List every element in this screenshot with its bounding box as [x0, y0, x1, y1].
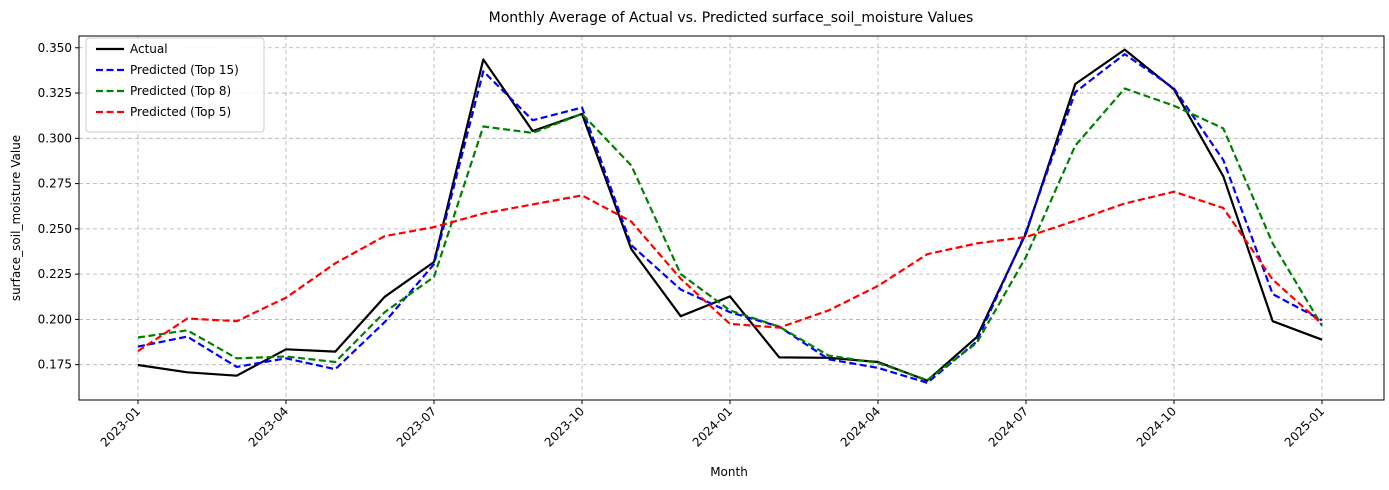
x-tick-label: 2024-01	[690, 404, 735, 449]
x-tick-label: 2024-10	[1134, 404, 1179, 449]
series-line-2	[137, 87, 1323, 382]
y-tick-label: 0.225	[38, 267, 72, 281]
x-tick-label: 2024-04	[838, 404, 883, 449]
y-tick-label: 0.275	[38, 177, 72, 191]
y-tick-label: 0.200	[38, 312, 72, 326]
legend-label: Predicted (Top 8)	[130, 84, 231, 98]
x-axis-label: Month	[710, 465, 748, 479]
x-tick-label: 2023-01	[98, 404, 143, 449]
x-axis: 2023-01 2023-04 2023-07 2023-10 2024-01 2024-…	[98, 400, 1327, 450]
y-tick-label: 0.325	[38, 86, 72, 100]
y-axis: 0.175 0.200 0.225 0.250 0.275 0.300 0.325 0.350	[38, 41, 79, 372]
series-line-0	[137, 48, 1323, 382]
chart-title: Monthly Average of Actual vs. Predicted …	[489, 10, 974, 26]
grid	[79, 36, 1384, 400]
series-lines	[137, 48, 1323, 384]
y-tick-label: 0.175	[38, 358, 72, 372]
x-tick-label: 2023-04	[246, 404, 291, 449]
legend-label: Predicted (Top 5)	[130, 105, 231, 119]
series-line-1	[137, 52, 1323, 384]
legend-label: Predicted (Top 15)	[130, 63, 239, 77]
plot-frame	[78, 35, 1385, 401]
y-tick-label: 0.250	[38, 222, 72, 236]
y-tick-label: 0.350	[38, 41, 72, 55]
x-tick-label: 2024-07	[986, 404, 1031, 449]
x-tick-label: 2023-07	[394, 404, 439, 449]
legend-box	[85, 37, 265, 133]
x-tick-label: 2023-10	[542, 404, 587, 449]
legend: Actual Predicted (Top 15) Predicted (Top 8…	[85, 37, 265, 133]
series-line-3	[137, 190, 1323, 353]
legend-label: Actual	[130, 42, 168, 56]
x-tick-label: 2025-01	[1282, 404, 1327, 449]
y-tick-label: 0.300	[38, 131, 72, 145]
y-axis-label: surface_soil_moisture Value	[9, 135, 23, 301]
